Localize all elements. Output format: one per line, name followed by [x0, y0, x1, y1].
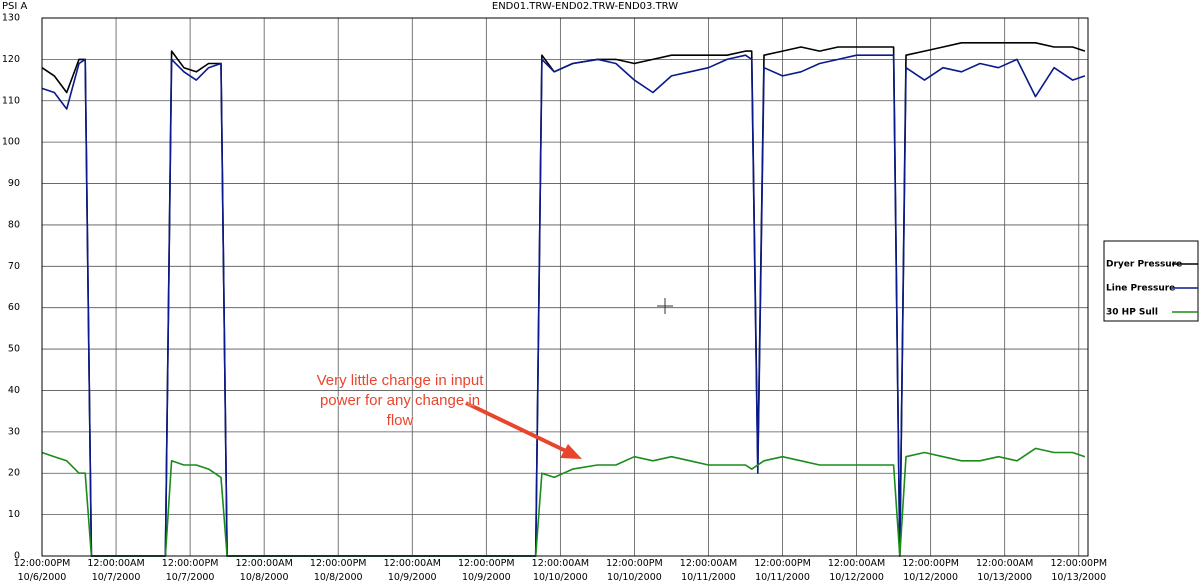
plot-frame: [41, 17, 1089, 557]
legend-label: 30 HP Sull: [1106, 308, 1158, 318]
series-line: [41, 447, 1086, 557]
y-tick-label: 0: [14, 551, 20, 562]
x-tick-label: 12:00:00PM 10/6/2000: [14, 558, 71, 583]
y-tick-label: 20: [8, 468, 20, 479]
series-line: [41, 54, 1086, 557]
legend-box: [1103, 240, 1199, 322]
x-tick-label: 12:00:00AM 10/13/2000: [976, 558, 1033, 583]
crosshair: [657, 298, 673, 314]
x-tick-label: 12:00:00AM 10/9/2000: [384, 558, 441, 583]
x-tick-label: 12:00:00AM 10/7/2000: [87, 558, 144, 583]
x-tick-label: 12:00:00AM 10/10/2000: [532, 558, 589, 583]
legend-label: Line Pressure: [1106, 284, 1175, 294]
y-tick-label: 50: [8, 344, 20, 355]
y-tick-label: 40: [8, 385, 20, 396]
y-tick-label: 90: [8, 178, 20, 189]
series-line: [41, 42, 1086, 557]
x-tick-label: 12:00:00AM 10/11/2000: [680, 558, 737, 583]
x-tick-label: 12:00:00PM 10/8/2000: [310, 558, 367, 583]
x-tick-label: 12:00:00PM 10/13/2000: [1050, 558, 1107, 583]
x-tick-label: 12:00:00AM 10/12/2000: [828, 558, 885, 583]
x-tick-label: 12:00:00AM 10/8/2000: [235, 558, 292, 583]
legend: Dryer Pressure Line Pressure 30 HP Sull: [1106, 260, 1198, 318]
y-tick-label: 130: [2, 13, 20, 24]
x-tick-label: 12:00:00PM 10/11/2000: [754, 558, 811, 583]
chart-title: END01.TRW-END02.TRW-END03.TRW: [492, 1, 678, 12]
annotation-arrow: [465, 401, 582, 459]
plot: [41, 42, 1086, 557]
y-tick-label: 30: [8, 426, 20, 437]
grid: [41, 17, 1088, 557]
y-tick-label: 10: [8, 509, 20, 520]
x-tick-label: 12:00:00PM 10/12/2000: [902, 558, 959, 583]
legend-label: Dryer Pressure: [1106, 260, 1182, 270]
y-tick-label: 110: [2, 95, 20, 106]
x-tick-label: 12:00:00PM 10/9/2000: [458, 558, 515, 583]
y-tick-label: 120: [2, 54, 20, 65]
y-axis-label: PSI A: [2, 1, 28, 12]
y-tick-label: 70: [8, 261, 20, 272]
y-tick-label: 80: [8, 219, 20, 230]
y-tick-label: 100: [2, 137, 20, 148]
x-tick-label: 12:00:00PM 10/7/2000: [162, 558, 219, 583]
x-tick-label: 12:00:00PM 10/10/2000: [606, 558, 663, 583]
y-tick-label: 60: [8, 302, 20, 313]
annotation: Very little change in input power for an…: [316, 372, 484, 429]
